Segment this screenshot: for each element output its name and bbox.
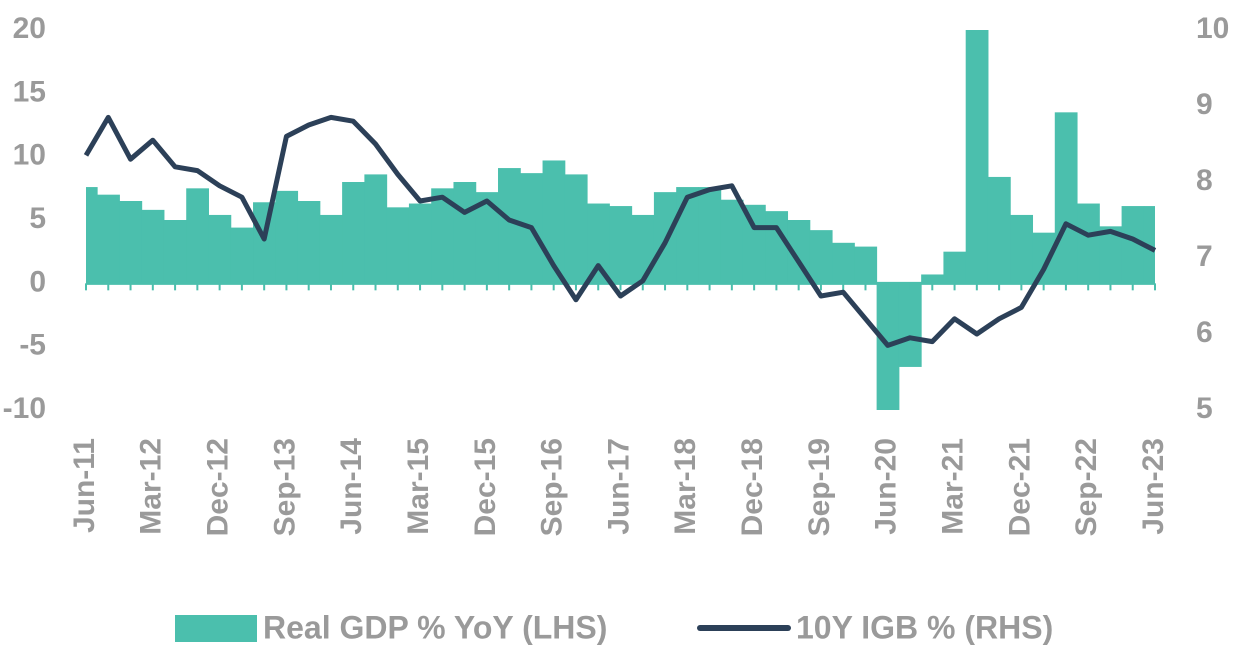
bar: [943, 251, 967, 284]
y2-tick-label: 5: [1196, 392, 1213, 425]
x-tick-label: Mar-12: [135, 438, 168, 535]
bar: [1099, 226, 1123, 284]
bar: [898, 283, 922, 367]
bar: [1054, 112, 1078, 284]
x-tick-label: Mar-15: [402, 438, 435, 535]
x-tick-label: Jun-14: [335, 438, 368, 535]
legend-label: Real GDP % YoY (LHS): [263, 609, 607, 645]
bar: [230, 227, 254, 284]
x-tick-label: Jun-11: [68, 438, 101, 533]
bar: [809, 230, 833, 284]
bar: [297, 201, 321, 284]
y-tick-label: 10: [13, 139, 46, 172]
bar: [163, 220, 187, 284]
y2-tick-label: 7: [1196, 240, 1213, 273]
x-tick-label: Jun-17: [602, 438, 635, 535]
bar: [965, 30, 989, 284]
bar: [498, 168, 521, 284]
bar: [564, 174, 588, 284]
bar: [186, 188, 209, 284]
bar: [253, 202, 276, 284]
bar: [742, 204, 766, 284]
bar: [854, 246, 878, 284]
y-tick-label: 5: [29, 202, 46, 235]
bar: [765, 211, 789, 284]
bar: [431, 188, 454, 284]
y2-tick-label: 8: [1196, 164, 1213, 197]
bar: [453, 182, 477, 284]
y-tick-label: 20: [13, 12, 46, 45]
x-tick-label: Sep-19: [803, 438, 836, 536]
y2-tick-label: 9: [1196, 88, 1213, 121]
x-tick-label: Sep-16: [536, 438, 569, 536]
legend-swatch: [175, 615, 257, 642]
x-tick-label: Jun-23: [1137, 438, 1170, 535]
bar: [631, 214, 655, 284]
y-tick-label: -10: [3, 392, 46, 425]
legend-label: 10Y IGB % (RHS): [796, 609, 1053, 645]
bar: [475, 192, 499, 284]
bar: [587, 203, 610, 284]
bar: [921, 274, 944, 284]
x-tick-label: Dec-12: [202, 438, 235, 536]
bar-layer: [86, 30, 1155, 410]
bar: [119, 201, 143, 284]
bar: [364, 174, 388, 284]
y-tick-label: 0: [29, 265, 46, 298]
x-tick-label: Sep-13: [268, 438, 301, 536]
y2-tick-label: 10: [1196, 12, 1229, 45]
y2-tick-label: 6: [1196, 316, 1213, 349]
bar: [987, 176, 1011, 284]
bar: [141, 209, 165, 284]
x-tick-label: Dec-21: [1003, 438, 1036, 536]
bar: [1077, 203, 1100, 284]
x-tick-label: Dec-15: [469, 438, 502, 536]
bar: [342, 182, 365, 284]
bar: [386, 207, 410, 284]
bar: [609, 206, 633, 284]
bar: [408, 203, 432, 284]
y-tick-label: -5: [19, 329, 46, 362]
bar: [1121, 206, 1145, 284]
bar: [832, 242, 855, 284]
bar: [208, 214, 232, 284]
line: [83, 114, 1157, 348]
bar: [97, 194, 120, 284]
bar: [1010, 214, 1034, 284]
bar: [1143, 206, 1155, 284]
x-tick-label: Mar-21: [936, 438, 969, 535]
x-tick-label: Mar-18: [669, 438, 702, 535]
x-tick-label: Jun-20: [870, 438, 903, 535]
bar: [86, 187, 98, 284]
bar: [1032, 232, 1056, 284]
x-tick-label: Dec-18: [736, 438, 769, 536]
bar: [698, 187, 722, 284]
x-tick-label: Sep-22: [1070, 438, 1103, 536]
bar: [720, 199, 744, 284]
bar: [275, 190, 299, 284]
y-tick-label: 15: [13, 75, 46, 108]
bar: [319, 214, 343, 284]
